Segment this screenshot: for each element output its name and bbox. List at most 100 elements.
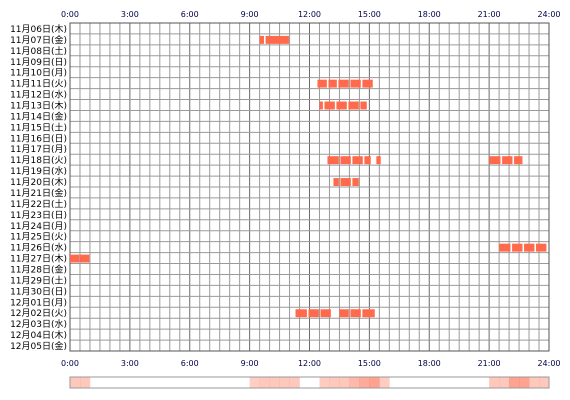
row-label: 11月12日(水) <box>10 89 67 101</box>
activity-bar <box>336 101 347 110</box>
row-label: 11月28日(金) <box>10 264 67 276</box>
activity-bar <box>308 309 319 318</box>
row-label: 11月20日(木) <box>10 176 67 188</box>
density-cell <box>79 377 91 388</box>
activity-bar <box>320 309 331 318</box>
activity-bar <box>362 309 375 318</box>
activity-bar <box>350 79 361 88</box>
row-label: 11月23日(日) <box>10 210 67 221</box>
activity-bar <box>350 309 361 318</box>
activity-bar <box>339 309 349 318</box>
chart-grid <box>69 22 550 352</box>
x-tick-label-bottom: 9:00 <box>241 359 259 368</box>
activity-bar <box>319 101 323 110</box>
x-tick-label-bottom: 0:00 <box>61 359 79 368</box>
row-label: 11月19日(水) <box>10 165 67 177</box>
density-cell <box>319 377 330 388</box>
row-label: 11月21日(金) <box>10 187 67 199</box>
row-label: 11月26日(水) <box>10 242 67 254</box>
density-cell <box>269 377 280 388</box>
row-label: 11月24日(月) <box>10 221 67 232</box>
x-tick-label-bottom: 21:00 <box>478 359 501 368</box>
x-tick-label-top: 6:00 <box>181 10 199 19</box>
activity-bar <box>524 243 535 252</box>
x-tick-label-bottom: 3:00 <box>121 359 139 368</box>
activity-bar <box>489 156 501 165</box>
row-label: 11月17日(月) <box>10 144 67 155</box>
row-label: 11月29日(土) <box>10 274 67 286</box>
row-label: 11月09日(日) <box>10 57 67 68</box>
activity-bar <box>259 35 264 44</box>
row-label: 11月08日(土) <box>10 45 67 57</box>
density-cell <box>339 377 350 388</box>
activity-bar <box>340 156 351 165</box>
density-cell <box>519 377 530 388</box>
row-label: 11月25日(火) <box>10 232 67 243</box>
activity-bar <box>265 35 289 44</box>
activity-bar <box>324 101 335 110</box>
activity-bar <box>70 254 80 263</box>
activity-bar <box>338 79 349 88</box>
row-label: 11月18日(火) <box>10 155 67 166</box>
activity-bars <box>70 35 547 318</box>
activity-bar <box>499 243 511 252</box>
x-tick-label-bottom: 12:00 <box>298 359 321 368</box>
row-label: 11月30日(日) <box>10 286 67 297</box>
activity-bar <box>502 156 513 165</box>
density-cell <box>359 377 370 388</box>
row-label: 11月06日(木) <box>10 23 67 35</box>
activity-bar <box>512 243 523 252</box>
density-cell <box>289 377 300 388</box>
x-axis-top: 0:00 3:00 6:00 9:00 12:00 15:00 18:00 21:00 24:0… <box>61 10 561 19</box>
x-tick-label-bottom: 6:00 <box>181 359 199 368</box>
row-label: 11月27日(木) <box>10 253 67 265</box>
density-cell <box>499 377 510 388</box>
density-cell <box>509 377 520 388</box>
x-tick-label-top: 3:00 <box>121 10 139 19</box>
density-cell <box>249 377 260 388</box>
activity-bar <box>333 178 339 186</box>
x-tick-label-top: 21:00 <box>478 10 501 19</box>
activity-bar <box>327 156 339 165</box>
activity-bar <box>340 178 351 186</box>
activity-bar <box>79 254 90 263</box>
row-label: 12月04日(木) <box>10 329 67 341</box>
density-cell <box>259 377 270 388</box>
x-tick-label-top: 15:00 <box>358 10 381 19</box>
row-label: 11月11日(火) <box>10 79 67 90</box>
x-tick-label-top: 12:00 <box>298 10 321 19</box>
row-label: 11月16日(日) <box>10 133 67 144</box>
x-tick-label-top: 9:00 <box>241 10 259 19</box>
activity-bar <box>352 156 363 165</box>
row-label: 11月14日(金) <box>10 110 67 122</box>
x-tick-label-bottom: 18:00 <box>418 359 441 368</box>
plot-border <box>69 22 550 352</box>
activity-bar <box>376 156 381 165</box>
activity-bar <box>364 156 371 165</box>
density-cell <box>489 377 500 388</box>
row-label: 12月05日(金) <box>10 340 67 352</box>
x-tick-label-top: 24:00 <box>537 10 560 19</box>
density-cell <box>529 377 540 388</box>
density-cell <box>329 377 340 388</box>
row-label: 11月10日(月) <box>10 68 67 79</box>
density-cell <box>369 377 380 388</box>
density-cell <box>70 377 81 388</box>
density-strip-border <box>69 376 550 389</box>
row-label: 12月01日(月) <box>10 297 67 308</box>
activity-bar <box>317 79 327 88</box>
activity-bar <box>362 79 373 88</box>
row-label: 11月22日(土) <box>10 198 67 210</box>
activity-bar <box>348 101 359 110</box>
row-label: 11月13日(木) <box>10 100 67 112</box>
x-tick-label-bottom: 15:00 <box>358 359 381 368</box>
row-label: 12月02日(火) <box>10 308 67 319</box>
x-tick-label-bottom: 24:00 <box>537 359 560 368</box>
x-tick-label-top: 18:00 <box>418 10 441 19</box>
activity-bar <box>360 101 367 110</box>
row-label: 11月07日(金) <box>10 34 67 46</box>
density-cell <box>539 377 550 388</box>
density-cell <box>279 377 290 388</box>
x-tick-label-top: 0:00 <box>61 10 79 19</box>
